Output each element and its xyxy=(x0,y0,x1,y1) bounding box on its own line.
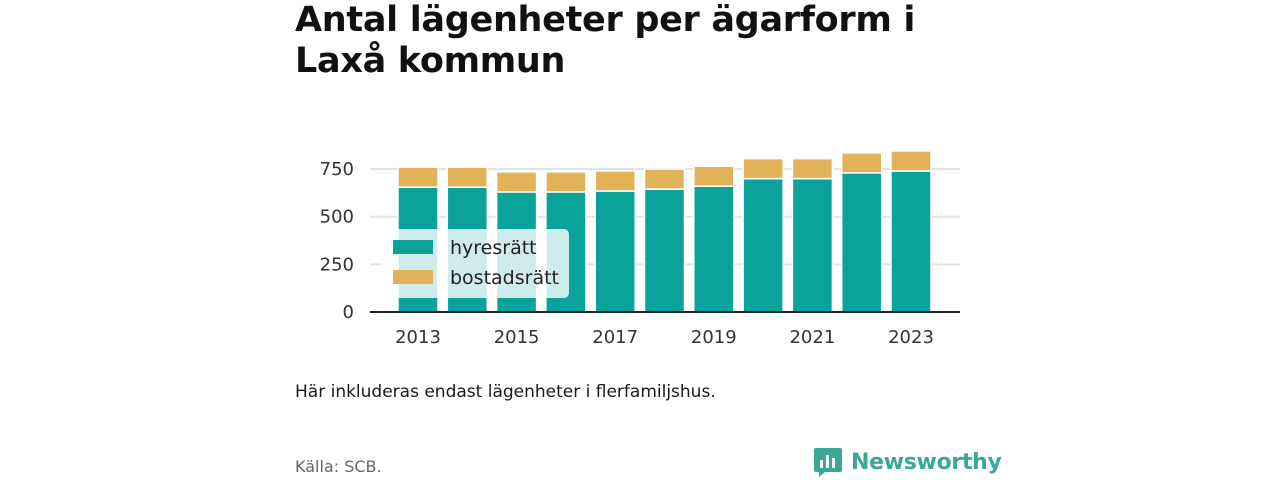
y-tick-label: 0 xyxy=(343,302,354,323)
newsworthy-logo-icon xyxy=(814,448,842,477)
bar-bostadsratt-2013 xyxy=(397,166,439,188)
y-tick-label: 750 xyxy=(320,159,354,180)
legend: hyresrätt bostadsrätt xyxy=(381,229,569,298)
bar-bostadsratt-2021 xyxy=(791,157,834,180)
bar-bostadsratt-2014 xyxy=(446,166,489,188)
source-text: Källa: SCB. xyxy=(295,457,382,476)
bar-hyresratt-2022 xyxy=(840,172,883,313)
x-tick-label: 2023 xyxy=(888,327,934,348)
x-tick-label: 2013 xyxy=(395,327,441,348)
bar-hyresratt-2017 xyxy=(594,190,636,313)
y-tick-label: 500 xyxy=(320,207,354,228)
axis-layer: 0 250 500 750 2013 2015 2017 2019 2021 2023 xyxy=(320,159,960,348)
bar-bostadsratt-2015 xyxy=(495,171,538,193)
bar-hyresratt-2019 xyxy=(693,185,735,313)
bar-bostadsratt-2023 xyxy=(890,150,932,172)
x-tick-label: 2017 xyxy=(592,327,638,348)
legend-label: bostadsrätt xyxy=(450,267,559,289)
bar-bostadsratt-2019 xyxy=(693,165,735,187)
bar-bostadsratt-2016 xyxy=(545,171,587,193)
chart-title: Antal lägenheter per ägarform i Laxå kom… xyxy=(295,0,916,81)
bar-hyresratt-2020 xyxy=(742,177,784,313)
legend-label: hyresrätt xyxy=(450,237,537,259)
bar-bostadsratt-2020 xyxy=(742,157,784,180)
bar-bostadsratt-2018 xyxy=(643,168,686,190)
legend-swatch xyxy=(393,240,433,254)
bar-bostadsratt-2022 xyxy=(840,152,883,174)
x-tick-label: 2021 xyxy=(789,327,835,348)
chart-note: Här inkluderas endast lägenheter i flerf… xyxy=(295,382,716,402)
bar-hyresratt-2023 xyxy=(890,170,932,313)
legend-swatch xyxy=(393,270,433,284)
brand-logo[interactable]: Newsworthy xyxy=(813,446,1002,478)
y-tick-label: 250 xyxy=(320,254,354,275)
x-tick-label: 2015 xyxy=(494,327,540,348)
x-tick-label: 2019 xyxy=(691,327,737,348)
bar-hyresratt-2018 xyxy=(643,188,686,313)
stacked-bar-chart: 0 250 500 750 2013 2015 2017 2019 2021 2023 hyres… xyxy=(320,150,960,348)
brand-name: Newsworthy xyxy=(851,449,1002,475)
bar-hyresratt-2021 xyxy=(791,177,834,313)
bar-bostadsratt-2017 xyxy=(594,170,636,192)
